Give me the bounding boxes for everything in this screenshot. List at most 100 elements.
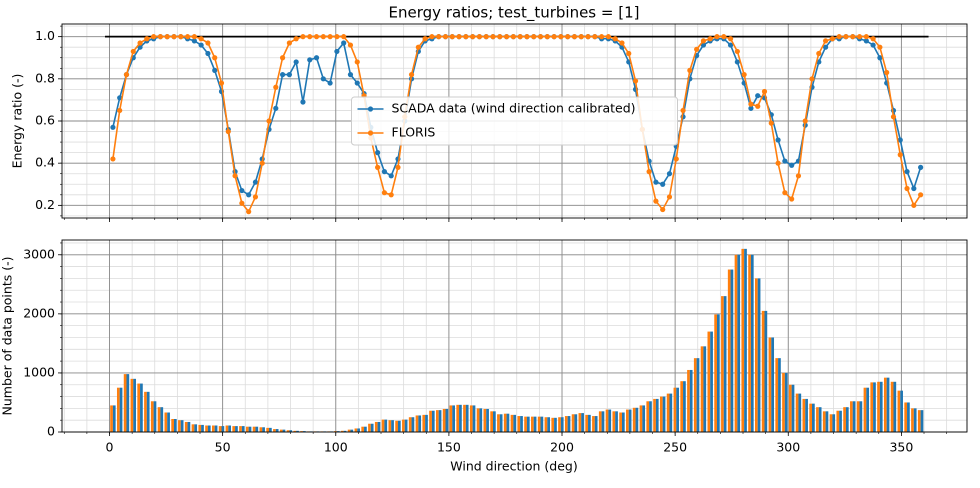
bar — [710, 331, 713, 432]
data-point — [313, 34, 320, 40]
bar — [160, 407, 164, 432]
data-point — [741, 72, 747, 78]
bar — [655, 398, 659, 432]
bar — [649, 401, 652, 432]
bar — [836, 410, 840, 432]
data-point — [463, 34, 469, 40]
data-point — [395, 164, 401, 170]
bar — [218, 426, 222, 432]
bar — [716, 314, 720, 432]
y-axis-label: Energy ratio (-) — [10, 74, 25, 169]
bar — [666, 393, 670, 432]
data-point — [341, 40, 347, 46]
bar — [879, 381, 883, 432]
bar — [598, 411, 602, 432]
data-point — [273, 84, 279, 90]
data-point — [585, 34, 591, 40]
bar — [771, 337, 775, 432]
bar — [126, 374, 130, 432]
bar — [877, 381, 880, 432]
y-tick-label: 0.4 — [35, 155, 55, 170]
data-point — [375, 150, 381, 156]
data-point — [700, 42, 707, 48]
bar — [214, 425, 218, 432]
data-point — [408, 72, 415, 78]
data-point — [144, 36, 150, 42]
data-point — [789, 162, 795, 168]
bar — [164, 412, 168, 432]
bar — [642, 405, 646, 432]
bar — [714, 314, 717, 432]
data-point — [918, 192, 924, 198]
bar — [472, 405, 476, 432]
bar — [248, 426, 252, 432]
data-point — [599, 34, 605, 40]
bar — [368, 423, 371, 432]
bar — [499, 414, 503, 432]
bar — [293, 430, 297, 432]
bar — [112, 405, 116, 432]
bar — [275, 429, 279, 432]
data-point — [218, 80, 225, 86]
data-point — [279, 55, 286, 61]
bar — [805, 398, 808, 432]
bar — [228, 425, 232, 432]
bar — [259, 427, 263, 432]
bar — [920, 410, 924, 432]
bar — [601, 411, 605, 432]
data-point — [178, 34, 184, 40]
data-point — [503, 34, 510, 40]
data-point — [286, 40, 292, 46]
y-tick-label: 0 — [47, 424, 55, 439]
bar — [673, 387, 677, 432]
bar — [255, 426, 259, 432]
bar — [825, 411, 829, 432]
bar — [798, 393, 802, 432]
data-point — [673, 156, 679, 162]
bar — [775, 358, 779, 432]
data-point — [517, 34, 523, 40]
data-point — [877, 55, 883, 61]
bar — [296, 430, 299, 432]
bar — [703, 346, 707, 432]
bar — [904, 402, 908, 432]
data-point — [748, 101, 754, 107]
data-point — [789, 196, 795, 202]
bar — [397, 420, 401, 432]
data-point — [578, 34, 584, 40]
data-point — [307, 57, 313, 63]
bar — [408, 417, 412, 432]
bar — [533, 416, 537, 432]
bar — [646, 401, 650, 432]
bar — [886, 377, 890, 432]
bar — [897, 390, 901, 432]
bar — [435, 410, 439, 432]
bar — [384, 419, 388, 432]
data-point — [171, 34, 177, 40]
bar — [592, 416, 595, 432]
data-point — [388, 173, 394, 179]
bar — [266, 427, 270, 432]
bar — [832, 414, 836, 432]
bar — [404, 419, 408, 432]
bar — [178, 420, 181, 432]
data-point — [870, 36, 876, 42]
bar — [381, 419, 385, 432]
bar — [241, 426, 245, 432]
data-point — [490, 34, 496, 40]
bar — [198, 424, 202, 432]
bar — [615, 411, 618, 432]
data-point — [626, 50, 632, 57]
bar — [526, 416, 530, 432]
bar — [612, 411, 616, 432]
bar — [839, 410, 842, 432]
bar — [687, 369, 690, 432]
data-point — [300, 34, 306, 40]
data-point — [110, 124, 116, 130]
axes-frame — [61, 23, 968, 219]
data-point — [354, 80, 360, 86]
bar — [171, 419, 174, 432]
bar — [578, 413, 582, 432]
data-point — [897, 152, 903, 158]
data-point — [307, 34, 313, 40]
